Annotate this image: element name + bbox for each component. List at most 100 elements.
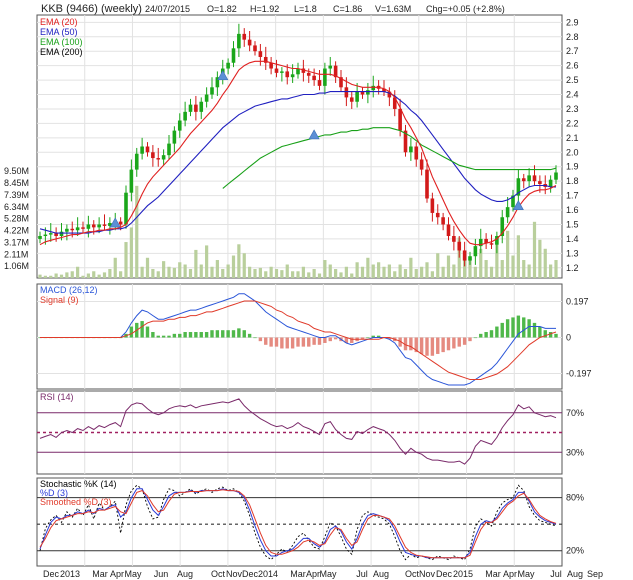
volume-bar: [307, 272, 311, 278]
volume-tick-label: 5.28M: [4, 214, 29, 224]
x-tick-label: Mar: [485, 569, 501, 579]
volume-tick-label: 9.50M: [4, 166, 29, 176]
macd-histogram-bar: [183, 332, 187, 338]
candle-body: [457, 241, 462, 251]
candle-body: [446, 224, 451, 237]
volume-bar: [145, 257, 150, 278]
macd-histogram-bar: [253, 337, 257, 339]
candle-body: [473, 246, 478, 257]
candle-body: [188, 104, 193, 112]
macd-histogram-bar: [307, 337, 311, 347]
x-tick-label: Aug: [373, 569, 389, 579]
volume-bar: [398, 264, 402, 278]
volume-bar: [70, 271, 74, 278]
price-tick-label: 1.8: [566, 176, 579, 186]
price-tick-label: 2.5: [566, 75, 579, 85]
volume-bar: [124, 242, 128, 278]
stochastic-panel-frame: [36, 477, 563, 567]
volume-bar: [371, 264, 375, 278]
macd-histogram-bar: [151, 332, 155, 338]
volume-bar: [506, 230, 510, 278]
macd-histogram-bar: [312, 337, 316, 345]
volume-bar: [393, 271, 397, 278]
price-tick-label: 2.7: [566, 46, 579, 56]
volume-bar: [274, 269, 279, 278]
candle-body: [414, 146, 419, 160]
macd-histogram-bar: [237, 328, 241, 338]
candle-body: [468, 256, 472, 261]
x-tick-label: Jul: [356, 569, 368, 579]
macd-histogram-bar: [156, 335, 160, 338]
volume-bar: [76, 266, 80, 278]
rsi-gridlines: [84, 391, 515, 474]
candle-body: [398, 108, 402, 131]
macd-histogram-bar: [441, 337, 445, 353]
price-tick-label: 2.9: [566, 17, 579, 27]
candle-body: [344, 87, 349, 98]
volume-bar: [221, 269, 225, 278]
volume-bar: [328, 264, 332, 278]
macd-histogram-bar: [554, 333, 558, 338]
candle-body: [387, 91, 392, 98]
signal-arrow: [109, 217, 121, 228]
macd-histogram-bar: [231, 330, 236, 338]
candle-body: [500, 217, 505, 237]
candle-body: [161, 155, 166, 160]
x-axis-ticks: Dec 2013 Mar Apr May Jun Aug Oct Nov Dec 2014 Mar Ap…: [43, 569, 603, 579]
macd-histogram-bar: [414, 337, 418, 353]
volume-bar: [360, 266, 365, 278]
macd-histogram-bar: [457, 337, 461, 347]
stochastic-gridlines: [84, 478, 515, 566]
candle-body: [425, 169, 429, 199]
macd-histogram-bar: [328, 337, 332, 342]
candle-body: [253, 45, 257, 52]
volume-bar: [205, 245, 209, 278]
candle-body: [489, 243, 494, 245]
volume-bar: [296, 271, 300, 278]
macd-histogram-bar: [221, 330, 225, 338]
macd-histogram-bar: [167, 335, 171, 338]
volume-bar: [446, 255, 451, 278]
candle-body: [505, 207, 510, 218]
macd-histogram-bar: [468, 337, 472, 342]
macd-histogram-bar: [129, 326, 134, 338]
candle-body: [269, 62, 273, 69]
candle-body: [301, 68, 306, 73]
candle-body: [527, 175, 531, 182]
stochastic-tick-label: 80%: [566, 493, 584, 503]
macd-histogram-bar: [425, 337, 429, 356]
x-tick-label: Apr: [503, 569, 517, 579]
volume-bar: [86, 273, 90, 278]
volume-tick-label: 4.22M: [4, 226, 29, 236]
candle-body: [366, 90, 370, 95]
macd-histogram-bar: [258, 337, 263, 342]
volume-bar: [92, 271, 96, 278]
x-tick-label: Nov: [226, 569, 243, 579]
candle-body: [296, 68, 300, 75]
volume-bar: [382, 266, 386, 278]
macd-histogram-bar: [436, 337, 440, 354]
volume-bar: [253, 269, 257, 278]
macd-histogram-bar: [489, 330, 494, 338]
volume-tick-label: 8.45M: [4, 178, 29, 188]
macd-histogram-bar: [409, 337, 413, 351]
macd-histogram-bar: [264, 337, 268, 345]
macd-panel: 0.197 0 -0.197 MACD (26,12) Signal (9): [36, 283, 592, 390]
ema100-line: [222, 127, 557, 189]
x-tick-label: Oct: [405, 569, 420, 579]
candle-body: [129, 169, 134, 193]
volume-bar: [522, 260, 526, 278]
volume-bar: [172, 267, 176, 278]
signal-line: [40, 300, 557, 380]
volume-bar: [269, 266, 273, 278]
macd-histogram-bar: [484, 332, 488, 338]
header-close: C=1.86: [333, 4, 362, 14]
candle-body: [54, 233, 58, 237]
legend-ema100: EMA (100): [40, 37, 83, 47]
macd-histogram-bar: [178, 333, 182, 338]
stochastic-smoothed-d-line: [39, 489, 557, 559]
volume-bar: [113, 257, 117, 278]
x-tick-label: 2014: [258, 569, 278, 579]
macd-histogram-bar: [301, 337, 306, 347]
volume-bar: [366, 257, 370, 278]
